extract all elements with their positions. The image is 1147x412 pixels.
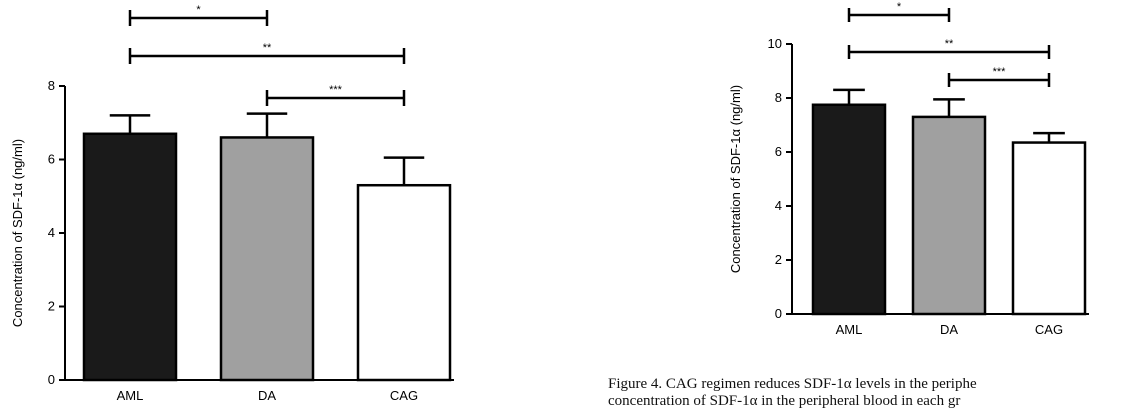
- y-tick-label: 2: [775, 252, 782, 267]
- bar-aml: [811, 103, 887, 316]
- y-tick-label: 6: [775, 144, 782, 159]
- y-tick-label: 2: [48, 299, 55, 314]
- caption-line-2: concentration of SDF-1α in the periphera…: [608, 393, 961, 409]
- category-label-cag: CAG: [1035, 322, 1063, 337]
- y-tick-label: 8: [775, 90, 782, 105]
- bar-cag: [356, 183, 452, 382]
- figure-caption: Figure 4. CAG regimen reduces SDF-1α lev…: [608, 376, 1147, 410]
- chart-left: 0 2 4 6 8 Concentration of SDF-1α (ng/ml) AML D…: [10, 4, 454, 403]
- significance-label: ***: [993, 66, 1007, 78]
- bar-da: [911, 115, 987, 316]
- category-label-aml: AML: [836, 322, 863, 337]
- y-tick-label: 0: [775, 306, 782, 321]
- y-tick-label: 4: [48, 225, 55, 240]
- significance-label: ***: [329, 84, 343, 96]
- y-tick-label: 4: [775, 198, 782, 213]
- caption-line-1: Figure 4. CAG regimen reduces SDF-1α lev…: [608, 376, 977, 392]
- category-label-cag: CAG: [390, 388, 418, 403]
- category-label-da: DA: [258, 388, 276, 403]
- chart-right: 0 2 4 6 8 10 Concentration of SDF-1α (ng/ml) AM…: [728, 1, 1089, 337]
- category-label-da: DA: [940, 322, 958, 337]
- bar-da: [219, 136, 315, 382]
- significance-label: *: [196, 4, 201, 16]
- y-tick-label: 6: [48, 152, 55, 167]
- y-tick-label: 0: [48, 372, 55, 387]
- y-tick-label: 10: [768, 36, 782, 51]
- y-axis-title: Concentration of SDF-1α (ng/ml): [10, 139, 25, 327]
- category-label-aml: AML: [117, 388, 144, 403]
- significance-label: *: [897, 1, 902, 13]
- y-axis-title: Concentration of SDF-1α (ng/ml): [728, 85, 743, 273]
- y-tick-label: 8: [48, 78, 55, 93]
- bar-aml: [82, 132, 178, 382]
- significance-label: **: [945, 38, 954, 50]
- significance-label: **: [263, 42, 272, 54]
- bar-cag: [1011, 141, 1087, 316]
